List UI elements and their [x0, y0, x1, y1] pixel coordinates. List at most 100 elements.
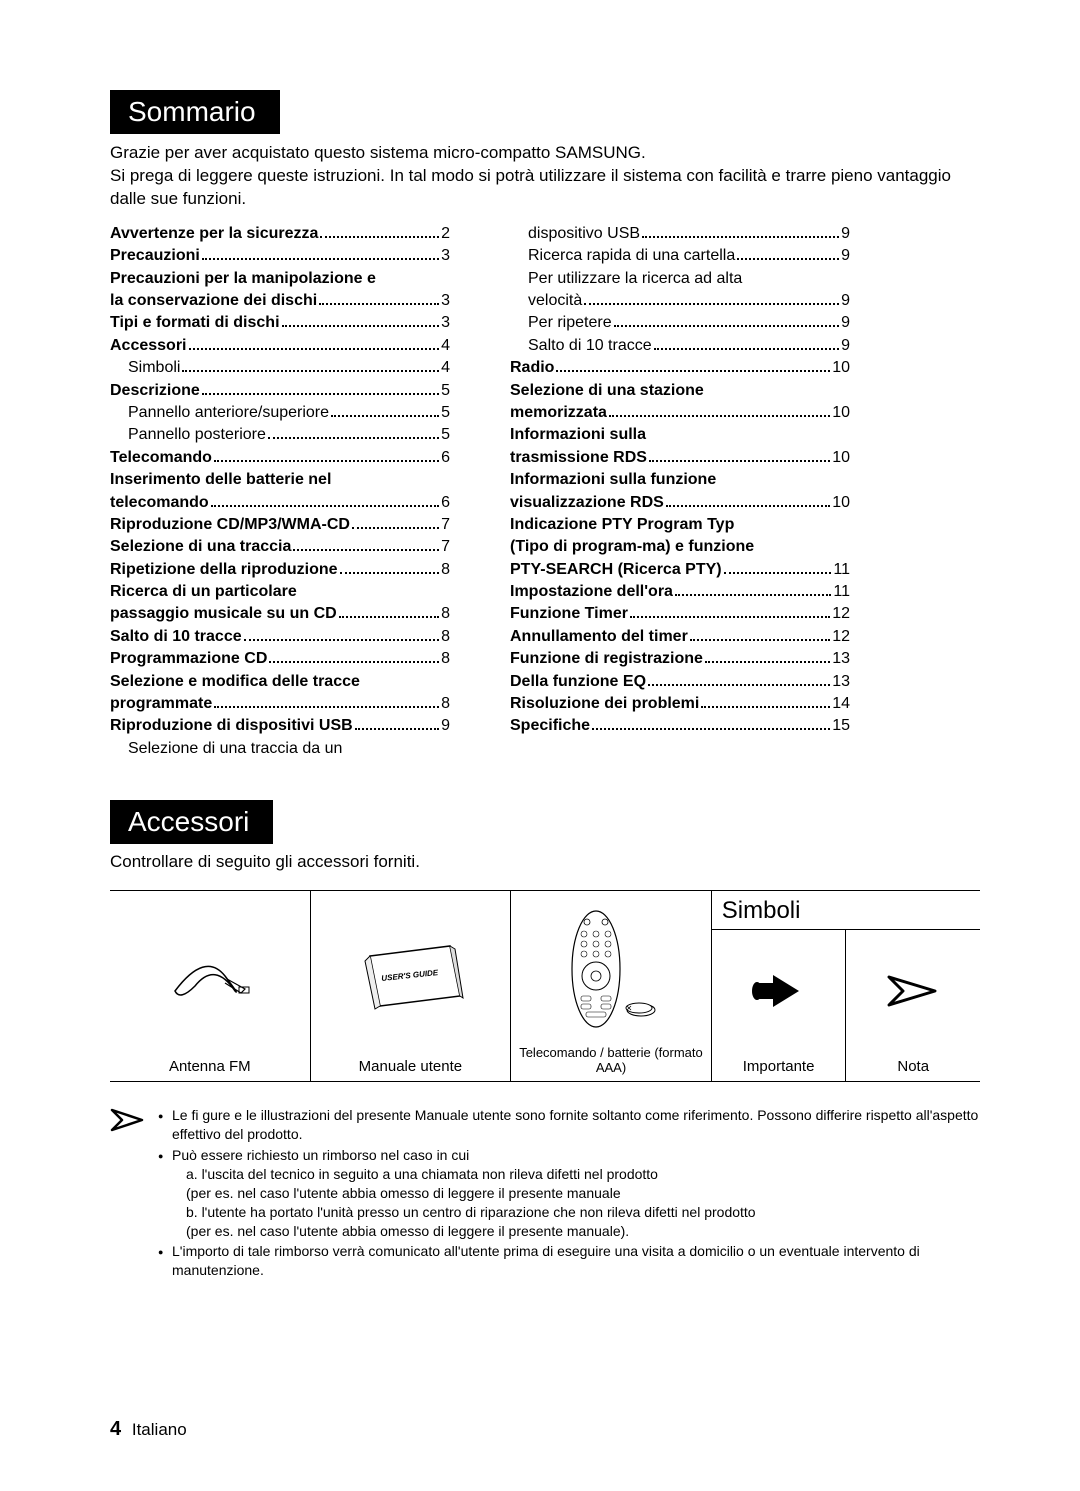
- page-language: Italiano: [132, 1420, 187, 1439]
- toc-dots: [211, 505, 439, 507]
- toc-page: 10: [832, 447, 850, 469]
- toc-label: Della funzione EQ: [510, 671, 646, 693]
- toc-page: 10: [832, 402, 850, 424]
- toc-entry: Selezione di una stazione: [510, 380, 850, 402]
- toc-dots: [666, 505, 830, 507]
- note-2a2: (per es. nel caso l'utente abbia omesso …: [172, 1184, 980, 1203]
- note-1: Le fi gure e le illustrazioni del presen…: [158, 1106, 980, 1144]
- toc-page: 9: [841, 245, 850, 267]
- toc-entry: telecomando6: [110, 492, 450, 514]
- toc-entry: Specifiche 15: [510, 715, 850, 737]
- toc-dots: [630, 616, 830, 618]
- toc-entry: memorizzata10: [510, 402, 850, 424]
- toc-page: 9: [841, 223, 850, 245]
- toc-label: Programmazione CD: [110, 648, 267, 670]
- toc-page: 7: [441, 536, 450, 558]
- toc-label: Risoluzione dei problemi: [510, 693, 699, 715]
- toc-page: 8: [441, 603, 450, 625]
- toc-page: 13: [832, 671, 850, 693]
- toc-entry: Salto di 10 tracce8: [110, 626, 450, 648]
- toc-entry: Funzione Timer 12: [510, 603, 850, 625]
- toc-dots: [675, 594, 831, 596]
- toc-dots: [244, 639, 439, 641]
- symbol-nota: Nota: [846, 930, 980, 1081]
- accessory-antenna: Antenna FM: [110, 891, 311, 1081]
- toc-page: 2: [441, 223, 450, 245]
- toc-dots: [609, 415, 830, 417]
- remote-label: Telecomando / batterie (formato AAA): [515, 1039, 707, 1075]
- toc-page: 3: [441, 312, 450, 334]
- toc-entry: Per ripetere9: [510, 312, 850, 334]
- page-footer: 4 Italiano: [110, 1418, 187, 1441]
- manual-icon: USER'S GUIDE: [315, 899, 507, 1052]
- toc-right-column: dispositivo USB9Ricerca rapida di una ca…: [510, 223, 850, 760]
- sommario-header: Sommario: [110, 90, 280, 134]
- toc-entry: Radio10: [510, 357, 850, 379]
- toc-entry: Selezione di una traccia7: [110, 536, 450, 558]
- toc-dots: [269, 661, 439, 663]
- toc-page: 7: [441, 514, 450, 536]
- toc-entry: Ricerca rapida di una cartella9: [510, 245, 850, 267]
- toc-page: 6: [441, 447, 450, 469]
- toc-entry: Ripetizione della riproduzione 8: [110, 559, 450, 581]
- toc-dots: [701, 706, 830, 708]
- toc-dots: [737, 258, 839, 260]
- toc-entry: Selezione di una traccia da un: [110, 738, 450, 760]
- toc-label: Precauzioni per la manipolazione e: [110, 268, 376, 290]
- toc-entry: Accessori4: [110, 335, 450, 357]
- toc-label: (Tipo di program-ma) e funzione: [510, 536, 754, 558]
- antenna-label: Antenna FM: [169, 1052, 251, 1075]
- accessories-grid: Antenna FM USER'S GUIDE Manuale utente: [110, 890, 980, 1082]
- toc-label: Riproduzione di dispositivi USB: [110, 715, 353, 737]
- toc-page: 13: [832, 648, 850, 670]
- toc-label: Funzione Timer: [510, 603, 628, 625]
- toc-page: 11: [833, 559, 850, 581]
- toc-entry: Telecomando6: [110, 447, 450, 469]
- toc-label: Accessori: [110, 335, 187, 357]
- toc-entry: Programmazione CD8: [110, 648, 450, 670]
- manual-label: Manuale utente: [359, 1052, 462, 1075]
- toc-page: 14: [832, 693, 850, 715]
- toc-dots: [584, 303, 839, 305]
- toc-page: 9: [841, 335, 850, 357]
- toc-label: Ripetizione della riproduzione: [110, 559, 338, 581]
- toc-dots: [705, 661, 830, 663]
- toc-entry: trasmissione RDS 10: [510, 447, 850, 469]
- toc-page: 9: [841, 290, 850, 312]
- toc-label: Annullamento del timer: [510, 626, 688, 648]
- accessory-remote: Telecomando / batterie (formato AAA): [511, 891, 712, 1081]
- toc-label: Per utilizzare la ricerca ad alta: [528, 268, 742, 290]
- toc-label: Inserimento delle batterie nel: [110, 469, 331, 491]
- toc-dots: [319, 303, 439, 305]
- toc-label: Descrizione: [110, 380, 200, 402]
- toc-entry: Tipi e formati di dischi3: [110, 312, 450, 334]
- toc-label: Informazioni sulla: [510, 424, 646, 446]
- toc-label: dispositivo USB: [528, 223, 640, 245]
- toc-entry: passaggio musicale su un CD 8: [110, 603, 450, 625]
- toc-entry: Precauzioni3: [110, 245, 450, 267]
- toc-entry: Informazioni sulla: [510, 424, 850, 446]
- toc-page: 8: [441, 693, 450, 715]
- toc-page: 8: [441, 559, 450, 581]
- toc-label: Selezione e modifica delle tracce: [110, 671, 360, 693]
- toc-dots: [268, 437, 439, 439]
- toc-entry: Inserimento delle batterie nel: [110, 469, 450, 491]
- toc-label: Avvertenze per la sicurezza: [110, 223, 318, 245]
- simboli-group: Simboli Importante Nota: [712, 891, 980, 1081]
- toc-entry: la conservazione dei dischi3: [110, 290, 450, 312]
- toc-page: 10: [832, 357, 850, 379]
- toc-dots: [642, 236, 839, 238]
- simboli-header: Simboli: [712, 891, 980, 930]
- toc-dots: [592, 728, 830, 730]
- toc-label: trasmissione RDS: [510, 447, 647, 469]
- toc-dots: [189, 348, 440, 350]
- note-2a: a. l'uscita del tecnico in seguito a una…: [172, 1165, 980, 1184]
- toc-page: 8: [441, 626, 450, 648]
- toc-label: Salto di 10 tracce: [528, 335, 652, 357]
- toc-dots: [331, 415, 439, 417]
- toc-entry: Informazioni sulla funzione: [510, 469, 850, 491]
- toc-page: 12: [832, 626, 850, 648]
- toc-label: passaggio musicale su un CD: [110, 603, 337, 625]
- symbol-importante: Importante: [712, 930, 847, 1081]
- toc-page: 6: [441, 492, 450, 514]
